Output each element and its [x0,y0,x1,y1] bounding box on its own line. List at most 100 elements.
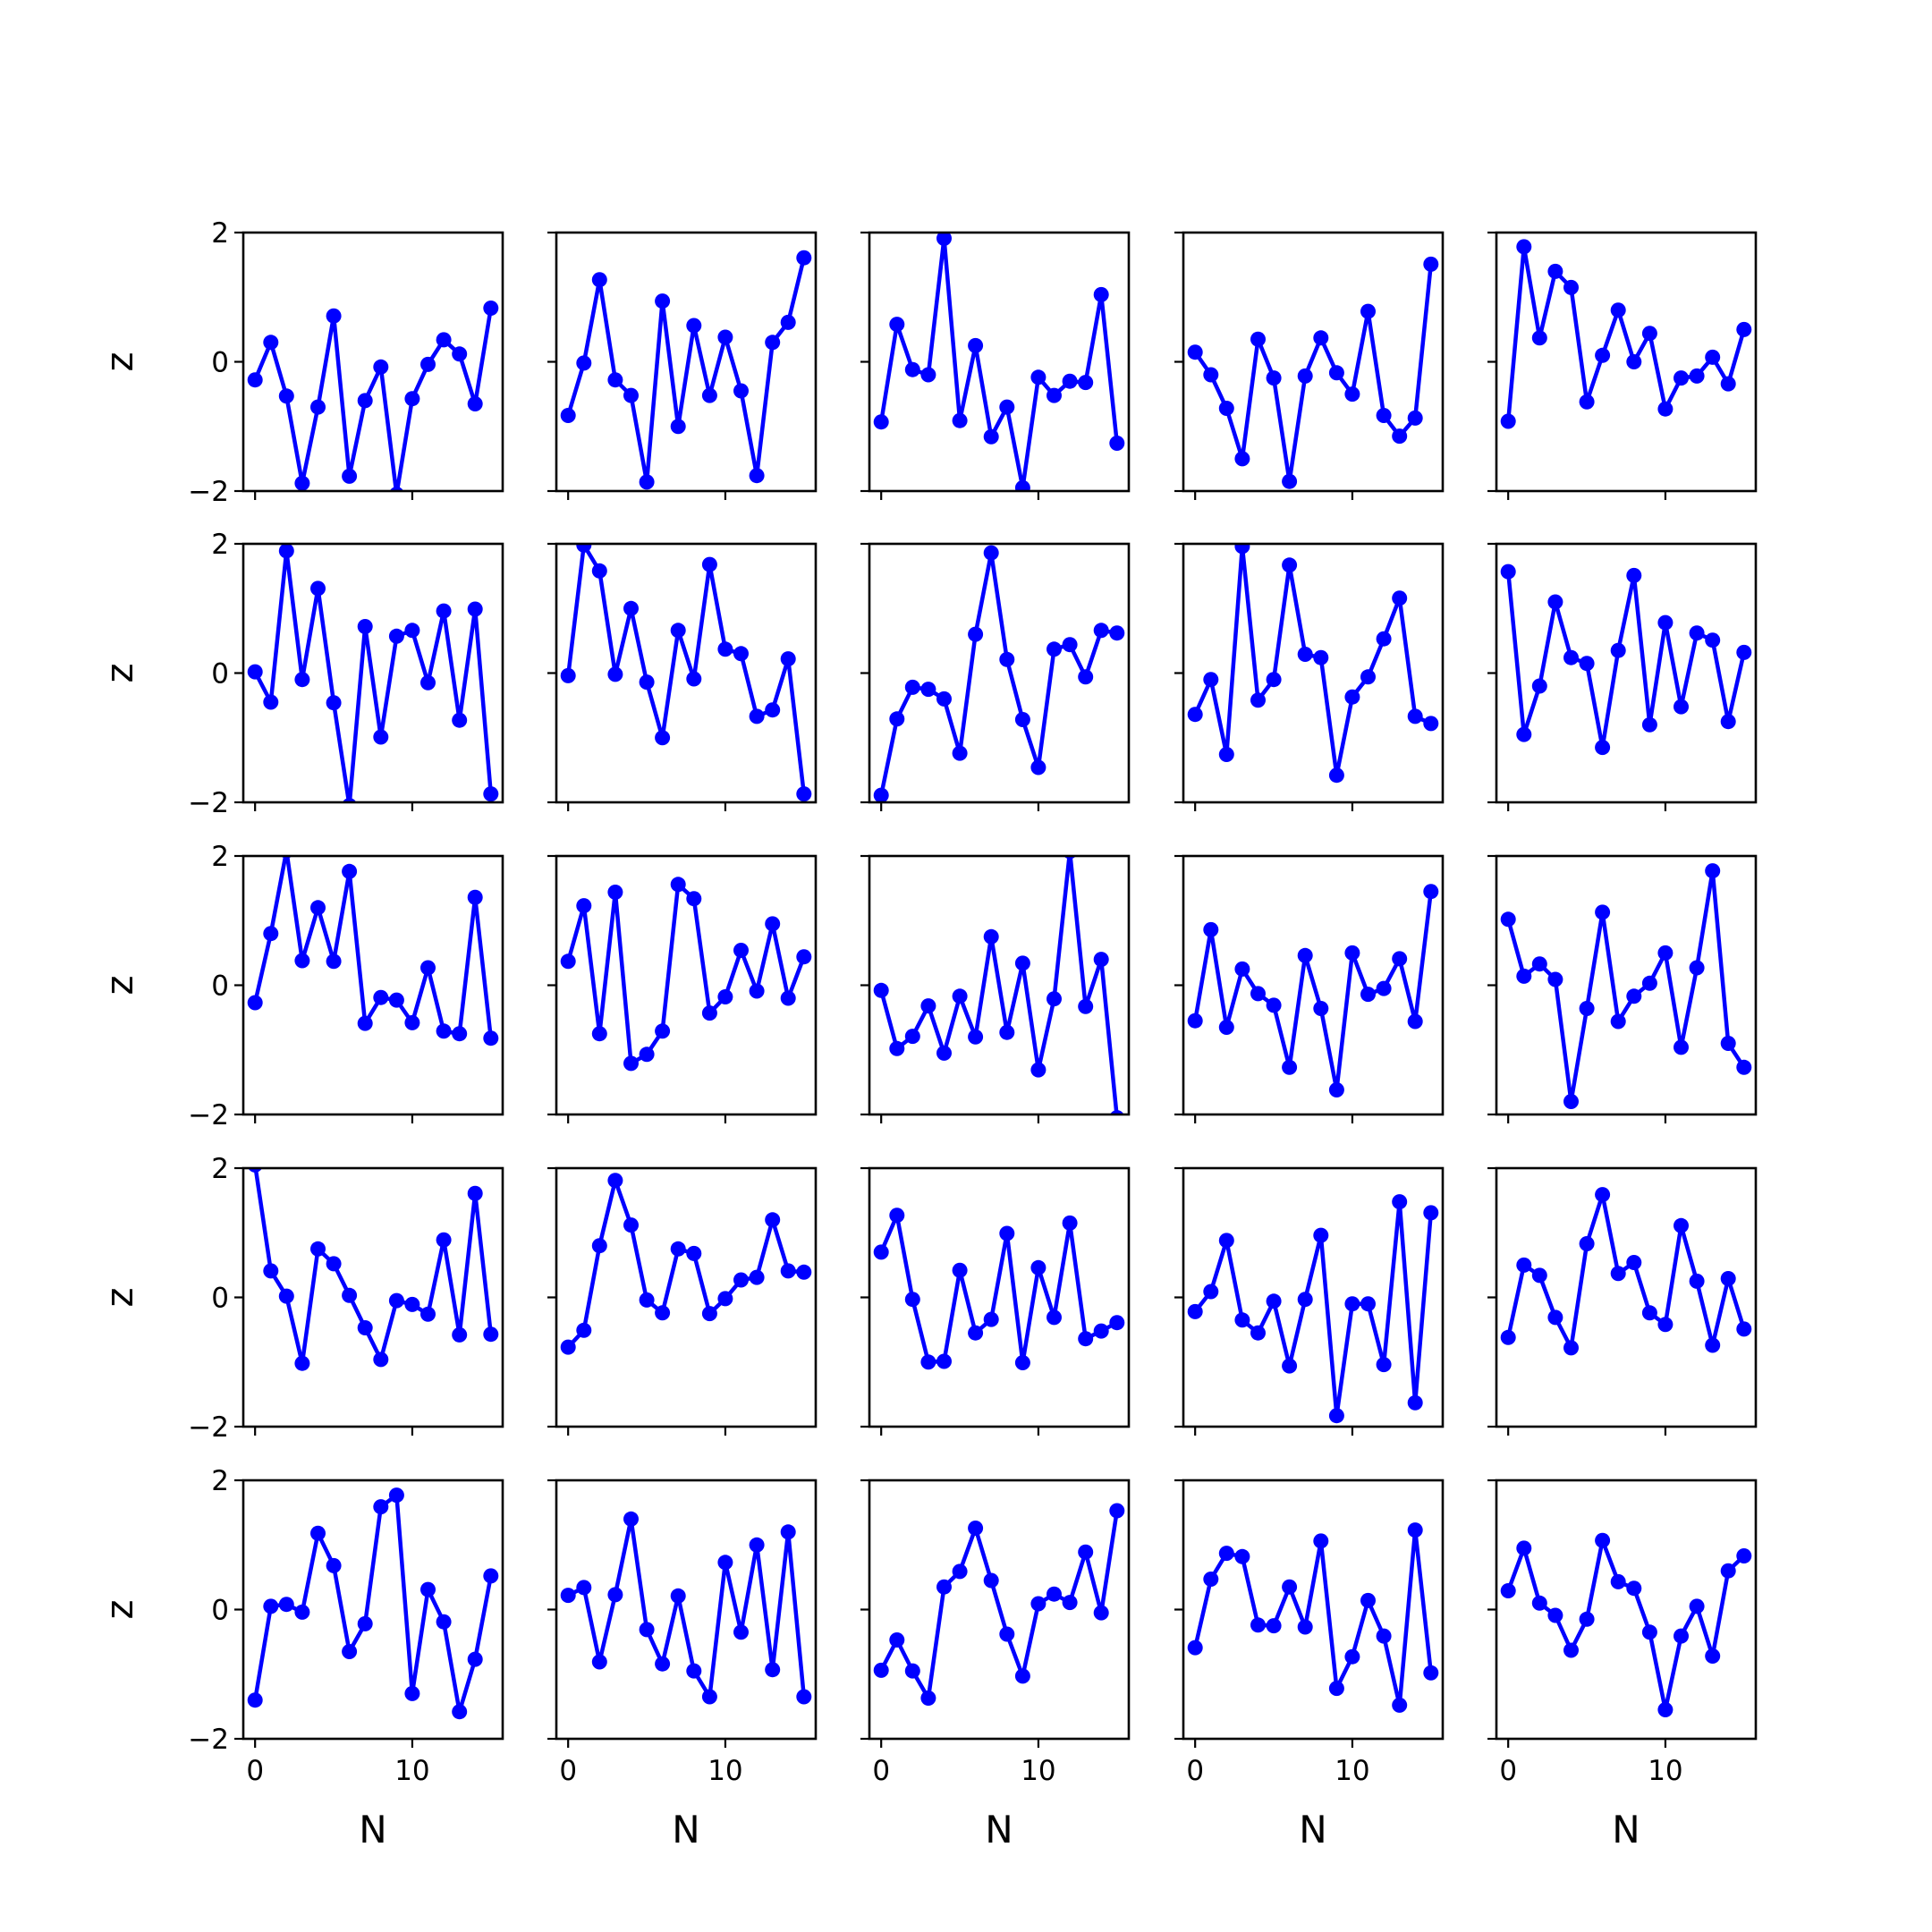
data-point [1689,1273,1705,1289]
data-point [1423,1665,1439,1681]
data-point [247,1692,263,1708]
data-point [1610,1266,1626,1282]
data-point [483,1568,499,1584]
data-point [452,1026,468,1042]
data-point [1376,1357,1392,1373]
data-point [952,745,968,761]
data-point [263,1263,279,1279]
data-point [701,556,717,572]
data-point [1531,1267,1547,1284]
data-point [1218,747,1234,762]
data-point [1610,1013,1626,1030]
data-point [936,691,952,707]
data-point [780,1263,796,1279]
data-point [278,544,294,559]
plot-area [873,1208,1125,1370]
data-point [1218,401,1234,416]
data-point [1595,1532,1611,1548]
data-point [388,992,404,1008]
data-point [1657,945,1674,961]
data-point [1736,1059,1752,1075]
data-point [483,786,499,802]
data-point [701,1689,717,1705]
data-point [1423,884,1439,900]
data-point [1547,1309,1563,1326]
data-point [1234,1312,1250,1328]
data-point [983,545,999,561]
data-point [1674,370,1689,386]
x-axis-label: N [672,1808,699,1852]
data-point [576,898,592,914]
data-point [983,1572,999,1589]
data-point [904,679,920,695]
data-point [952,1262,968,1278]
data-point [655,1305,671,1321]
data-point [576,544,592,553]
data-point [1641,716,1657,733]
data-point [999,651,1015,667]
data-point [1689,960,1705,976]
y-tick-label: 2 [211,1465,229,1497]
data-point [310,900,326,916]
data-point [936,1353,952,1369]
data-point [1078,669,1094,685]
subplot-r4-c0: −2 0 2 0 10 z N [97,1465,504,1852]
data-point [889,1208,905,1224]
data-point [717,1291,733,1307]
data-point [1531,956,1547,972]
data-point [1626,1255,1642,1270]
data-point [1328,767,1344,784]
data-point [670,877,686,893]
plot-area [560,1511,812,1705]
data-point [1674,1628,1689,1644]
data-point [467,601,483,617]
subplot-r4-c3: 0 10 N [1174,1479,1445,1852]
data-point [1376,980,1392,996]
data-point [404,391,420,407]
plot-area [1500,564,1752,756]
data-point [936,233,952,246]
data-point [733,943,749,958]
data-point [326,308,342,324]
series-line [1506,869,1746,1104]
data-point [1250,986,1266,1002]
data-point [717,989,733,1004]
data-point [247,372,263,388]
data-point [483,301,499,316]
data-point [1046,1309,1062,1326]
data-point [373,989,389,1005]
data-point [733,1624,749,1640]
series-line [567,1517,807,1699]
subplot-r3-c3 [1174,1166,1445,1436]
x-tick-label: 0 [872,1755,890,1787]
data-point [342,863,358,879]
data-point [1531,678,1547,694]
data-point [388,1487,404,1504]
data-point [1360,1296,1376,1312]
x-tick-label: 10 [394,1755,429,1787]
data-point [1626,354,1642,369]
data-point [607,1587,623,1603]
plot-area [560,877,812,1072]
data-point [889,1040,905,1056]
x-axis-label: N [985,1808,1013,1852]
data-point [749,1537,765,1553]
data-point [920,682,936,698]
series-line [1192,891,1434,1092]
data-point [920,367,936,383]
data-point [357,1015,373,1031]
y-tick-label: 2 [211,1153,229,1185]
data-point [436,1614,452,1630]
subplot-r1-c2 [860,542,1131,811]
data-point [1423,1205,1439,1221]
data-point [1218,1233,1234,1249]
data-point [670,419,686,435]
data-point [1093,286,1109,302]
data-point [655,293,671,309]
y-tick-label: 0 [211,1595,229,1627]
plot-area [560,544,812,802]
data-point [1282,473,1298,489]
data-point [749,468,765,484]
data-point [1282,1358,1298,1374]
data-point [968,1029,984,1045]
